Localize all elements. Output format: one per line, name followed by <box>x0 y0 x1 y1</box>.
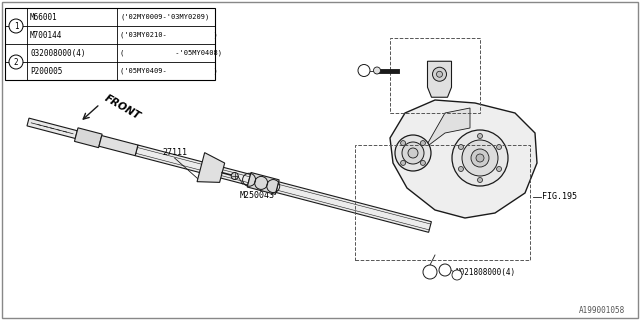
Polygon shape <box>425 108 470 148</box>
Text: A199001058: A199001058 <box>579 306 625 315</box>
Bar <box>5 8 215 80</box>
Text: 1: 1 <box>362 66 366 75</box>
Bar <box>390 38 480 113</box>
Polygon shape <box>390 100 537 218</box>
Text: 1: 1 <box>13 21 19 30</box>
Circle shape <box>477 133 483 139</box>
Text: M250043: M250043 <box>240 191 275 200</box>
Polygon shape <box>276 182 431 232</box>
Circle shape <box>477 178 483 182</box>
Circle shape <box>452 270 462 280</box>
Text: P200005: P200005 <box>30 67 62 76</box>
Text: 032008000(4): 032008000(4) <box>30 49 86 58</box>
Polygon shape <box>135 145 250 185</box>
Circle shape <box>358 65 370 76</box>
Circle shape <box>420 140 426 146</box>
Circle shape <box>231 172 238 180</box>
Circle shape <box>423 265 437 279</box>
Text: 27111: 27111 <box>162 148 187 157</box>
Text: ('05MY0409-           ): ('05MY0409- ) <box>120 68 218 74</box>
Text: 2: 2 <box>428 268 433 276</box>
Text: N021808000(4): N021808000(4) <box>455 268 515 276</box>
Polygon shape <box>27 118 77 139</box>
Text: ('03MY0210-           ): ('03MY0210- ) <box>120 32 218 38</box>
Polygon shape <box>74 128 102 148</box>
Polygon shape <box>247 172 279 194</box>
Polygon shape <box>428 61 451 97</box>
Bar <box>355 145 530 260</box>
Text: ('02MY0009-'03MY0209): ('02MY0009-'03MY0209) <box>120 14 209 20</box>
Circle shape <box>497 166 502 172</box>
Circle shape <box>420 160 426 165</box>
Polygon shape <box>197 153 225 182</box>
Text: 2: 2 <box>13 58 19 67</box>
Circle shape <box>374 67 381 74</box>
Circle shape <box>458 145 463 149</box>
Circle shape <box>452 130 508 186</box>
Circle shape <box>401 140 406 146</box>
Circle shape <box>439 264 451 276</box>
Text: M700144: M700144 <box>30 30 62 39</box>
Circle shape <box>402 142 424 164</box>
Circle shape <box>433 67 447 81</box>
Text: FRONT: FRONT <box>103 93 143 121</box>
Text: M66001: M66001 <box>30 12 58 21</box>
Circle shape <box>462 140 498 176</box>
Circle shape <box>9 55 23 69</box>
Circle shape <box>476 154 484 162</box>
Circle shape <box>395 135 431 171</box>
Text: (            -'05MY0408): ( -'05MY0408) <box>120 50 222 56</box>
Circle shape <box>408 148 418 158</box>
Circle shape <box>458 166 463 172</box>
Circle shape <box>497 145 502 149</box>
Polygon shape <box>99 136 138 156</box>
Circle shape <box>436 71 442 77</box>
Text: N: N <box>442 267 447 273</box>
Text: FIG.195: FIG.195 <box>542 192 577 201</box>
Circle shape <box>9 19 23 33</box>
Circle shape <box>401 160 406 165</box>
Circle shape <box>471 149 489 167</box>
